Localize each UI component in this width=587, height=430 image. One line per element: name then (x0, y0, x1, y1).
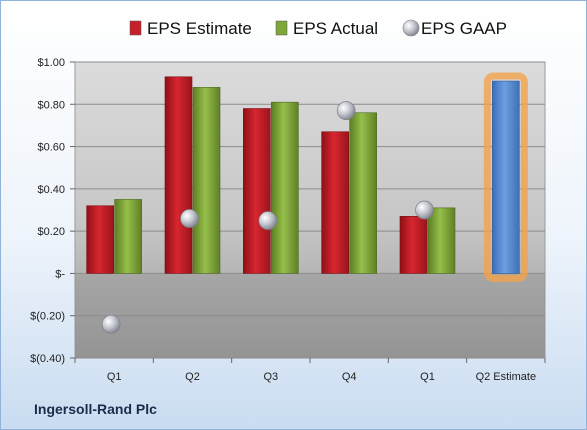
legend-label: EPS Actual (293, 19, 378, 38)
plot-area (74, 61, 546, 359)
company-name: Ingersoll-Rand Plc (34, 401, 157, 417)
marker-eps-gaap (336, 101, 356, 120)
bar-eps-estimate (243, 108, 271, 274)
y-tick-label: $1.00 (37, 57, 65, 69)
bar-eps-actual (271, 101, 299, 274)
bar-eps-actual (114, 199, 142, 274)
marker-eps-gaap (258, 211, 278, 230)
y-tick-label: $0.60 (37, 142, 65, 154)
legend-swatch (129, 20, 142, 36)
bar-q2-estimate (492, 80, 520, 274)
marker-eps-gaap (415, 200, 434, 220)
y-tick-label: $- (55, 268, 65, 280)
x-tick-label: Q1 (420, 371, 435, 383)
y-tick-label: $0.20 (37, 226, 65, 238)
bar-eps-actual (427, 207, 456, 274)
y-tick-label: $(0.40) (30, 353, 65, 365)
bar-eps-estimate (399, 216, 428, 274)
y-tick-label: $0.80 (37, 99, 65, 111)
marker-eps-gaap (101, 314, 121, 334)
x-tick-label: Q1 (107, 371, 122, 383)
x-tick-label: Q3 (263, 371, 278, 383)
bar-eps-estimate (321, 131, 349, 274)
bar-eps-actual (192, 87, 221, 274)
legend-label: EPS Estimate (147, 19, 252, 38)
bar-eps-actual (349, 112, 377, 274)
marker-eps-gaap (180, 209, 199, 228)
q2-estimate-highlight (483, 72, 528, 282)
x-tick-label: Q4 (342, 371, 357, 383)
bar-eps-estimate (164, 76, 193, 274)
bar-eps-estimate (86, 205, 114, 274)
x-tick-label: Q2 (185, 371, 200, 383)
legend-swatch (275, 20, 288, 36)
x-tick-label: Q2 Estimate (476, 371, 537, 383)
y-tick-label: $0.40 (37, 184, 65, 196)
legend-label: EPS GAAP (421, 19, 507, 38)
legend-swatch (402, 19, 420, 37)
y-tick-label: $(0.20) (30, 311, 65, 323)
